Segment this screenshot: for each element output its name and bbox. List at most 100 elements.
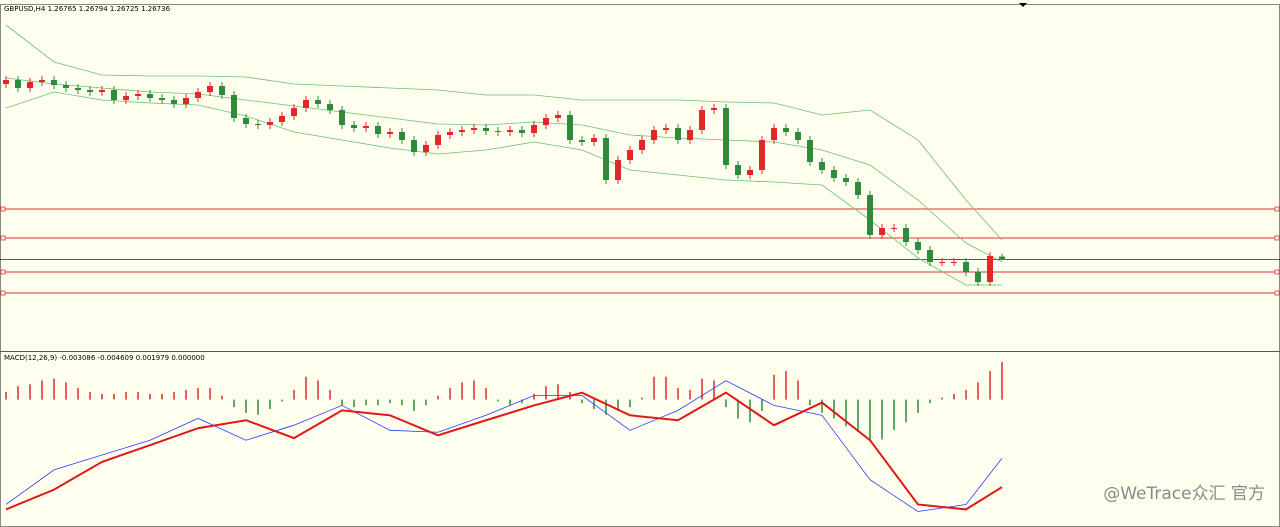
histogram-bar [845, 399, 847, 427]
histogram-bar [29, 384, 31, 400]
histogram-bar [281, 399, 283, 402]
candle-body [399, 132, 405, 140]
histogram-bar [473, 380, 475, 400]
candle-body [567, 115, 573, 140]
histogram-bar [461, 382, 463, 400]
candle-body [495, 131, 501, 132]
candle-body [819, 162, 825, 170]
histogram-bar [629, 399, 631, 408]
candle-body [783, 128, 789, 132]
histogram-bar [1001, 361, 1003, 400]
histogram-bar [377, 399, 379, 406]
candle-body [975, 272, 981, 282]
candle-body [735, 165, 741, 175]
histogram-bar [485, 388, 487, 400]
candle-body [51, 80, 57, 85]
candle-body [63, 85, 69, 88]
histogram-bar [389, 399, 391, 404]
histogram-bar [125, 391, 127, 400]
level-handle [1274, 269, 1280, 275]
histogram-bar [905, 399, 907, 423]
histogram-bar [209, 388, 211, 400]
candle-body [915, 242, 921, 250]
histogram-bar [221, 395, 223, 400]
candle-body [651, 130, 657, 140]
level-handle [0, 290, 6, 296]
candle-body [123, 96, 129, 100]
histogram-bar [677, 388, 679, 400]
histogram-bar [293, 390, 295, 400]
histogram-bar [737, 399, 739, 419]
level-handle [0, 235, 6, 241]
histogram-bar [941, 397, 943, 400]
histogram-bar [161, 393, 163, 400]
histogram-bar [917, 399, 919, 413]
candle-body [603, 138, 609, 180]
candle-body [555, 115, 561, 118]
histogram-bar [977, 382, 979, 400]
candle-body [87, 90, 93, 92]
band-upper [5, 24, 1003, 241]
histogram-bar [521, 399, 523, 404]
band-middle [5, 77, 1003, 263]
macd-line [5, 380, 1003, 512]
candle-body [987, 256, 993, 282]
histogram-bar [149, 393, 151, 400]
histogram-bar [89, 391, 91, 400]
histogram-bar [401, 399, 403, 406]
candle-body [207, 86, 213, 92]
candle-body [963, 262, 969, 272]
candle-body [723, 108, 729, 165]
candle-body [267, 122, 273, 125]
candle-body [639, 140, 645, 150]
candle-body [759, 140, 765, 170]
candle-body [339, 110, 345, 125]
candle-body [927, 250, 933, 262]
candle-body [231, 95, 237, 118]
candle-body [771, 128, 777, 140]
level-handle [0, 269, 6, 275]
candle-body [579, 140, 585, 142]
candle-body [675, 128, 681, 140]
candle-body [519, 130, 525, 133]
candle-body [243, 118, 249, 124]
candle-body [159, 98, 165, 100]
histogram-bar [305, 376, 307, 400]
level-handle [0, 206, 6, 212]
histogram-bar [245, 399, 247, 413]
candle-body [27, 82, 33, 88]
level-handle [1274, 206, 1280, 212]
histogram-bar [437, 395, 439, 400]
candle-body [447, 132, 453, 135]
candle-body [627, 150, 633, 160]
candle-body [999, 256, 1005, 260]
histogram-bar [701, 378, 703, 400]
watermark: @WeTrace众汇 官方 [1103, 484, 1265, 504]
macd-title: MACD(12,26,9) -0.003086 -0.004609 0.0019… [4, 354, 205, 362]
candle-body [171, 100, 177, 104]
histogram-bar [821, 399, 823, 413]
histogram-bar [173, 391, 175, 400]
histogram-bar [605, 399, 607, 415]
histogram-bar [725, 399, 727, 408]
candle-body [795, 132, 801, 140]
histogram-bar [533, 393, 535, 400]
candle-body [219, 86, 225, 95]
histogram-bar [113, 393, 115, 400]
histogram-bar [353, 399, 355, 408]
histogram-bar [653, 376, 655, 400]
histogram-bar [137, 391, 139, 400]
candle-body [435, 135, 441, 145]
histogram-bar [881, 399, 883, 440]
candle-body [543, 118, 549, 125]
candle-body [867, 195, 873, 235]
candle-body [363, 126, 369, 128]
histogram-bar [449, 388, 451, 400]
candle-body [903, 228, 909, 242]
histogram-bar [413, 399, 415, 411]
level-handle [1274, 290, 1280, 296]
candle-body [531, 125, 537, 133]
histogram-bar [341, 399, 343, 406]
